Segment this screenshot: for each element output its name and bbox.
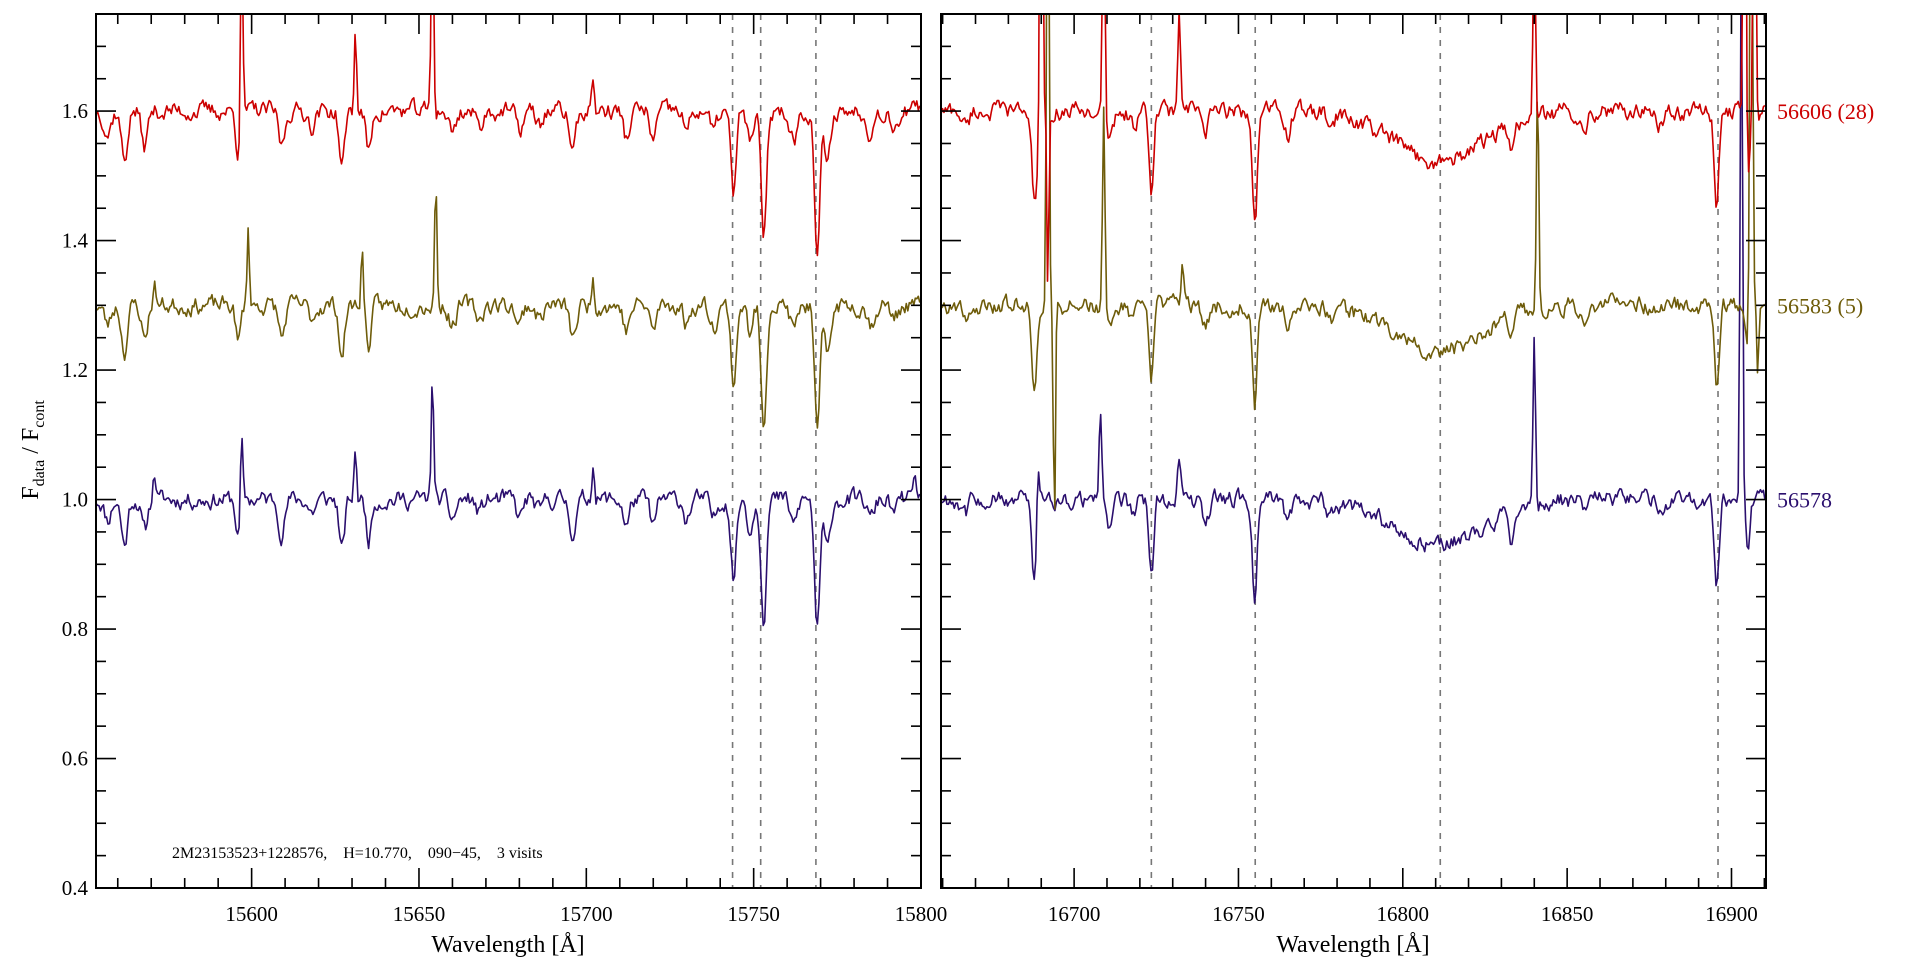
plot-frame [95,13,922,889]
x-tick-label: 16900 [1705,902,1758,926]
x-tick-label: 15800 [895,902,948,926]
y-tick-label: 0.6 [62,747,88,771]
spectrum-line-56606-panel-1 [941,14,1766,282]
x-tick-label: 15750 [727,902,780,926]
series-label: 56606 (28) [1777,99,1874,124]
y-tick-label: 0.4 [62,876,89,900]
spectrum-line-56578-panel-0 [96,386,921,627]
spectrum-line-56606-panel-0 [96,14,921,257]
spectrum-line-56578-panel-1 [941,14,1766,604]
spectra [96,14,1766,627]
plot-frame [940,13,1767,889]
y-tick-label: 1.2 [62,358,88,382]
x-tick-label: 15650 [393,902,446,926]
spectrum-line-56583-panel-1 [941,14,1766,510]
y-tick-label: 1.4 [62,229,89,253]
star-annotation: 2M23153523+1228576, H=10.770, 090−45, 3 … [172,845,543,862]
y-tick-label: 1.0 [62,488,88,512]
y-axis-title: Fdata / Fcont [18,400,48,500]
y-tick-label: 0.8 [62,617,88,641]
x-axis-title-left: Wavelength [Å] [431,932,584,958]
reference-lines [731,14,1719,888]
y-tick-label: 1.6 [62,99,88,123]
x-axis-title-right: Wavelength [Å] [1276,932,1429,958]
x-tick-label: 15700 [560,902,613,926]
x-tick-label: 16700 [1048,902,1101,926]
axes: 15600 15650 15700 15750 15800 16700 16750 16800… [62,13,1874,926]
x-tick-label: 16750 [1212,902,1265,926]
x-tick-label: 16800 [1377,902,1430,926]
spectrum-line-56583-panel-0 [96,196,921,429]
series-label: 56578 [1777,488,1832,513]
x-tick-label: 15600 [225,902,278,926]
series-label: 56583 (5) [1777,293,1863,318]
x-tick-label: 16850 [1541,902,1594,926]
